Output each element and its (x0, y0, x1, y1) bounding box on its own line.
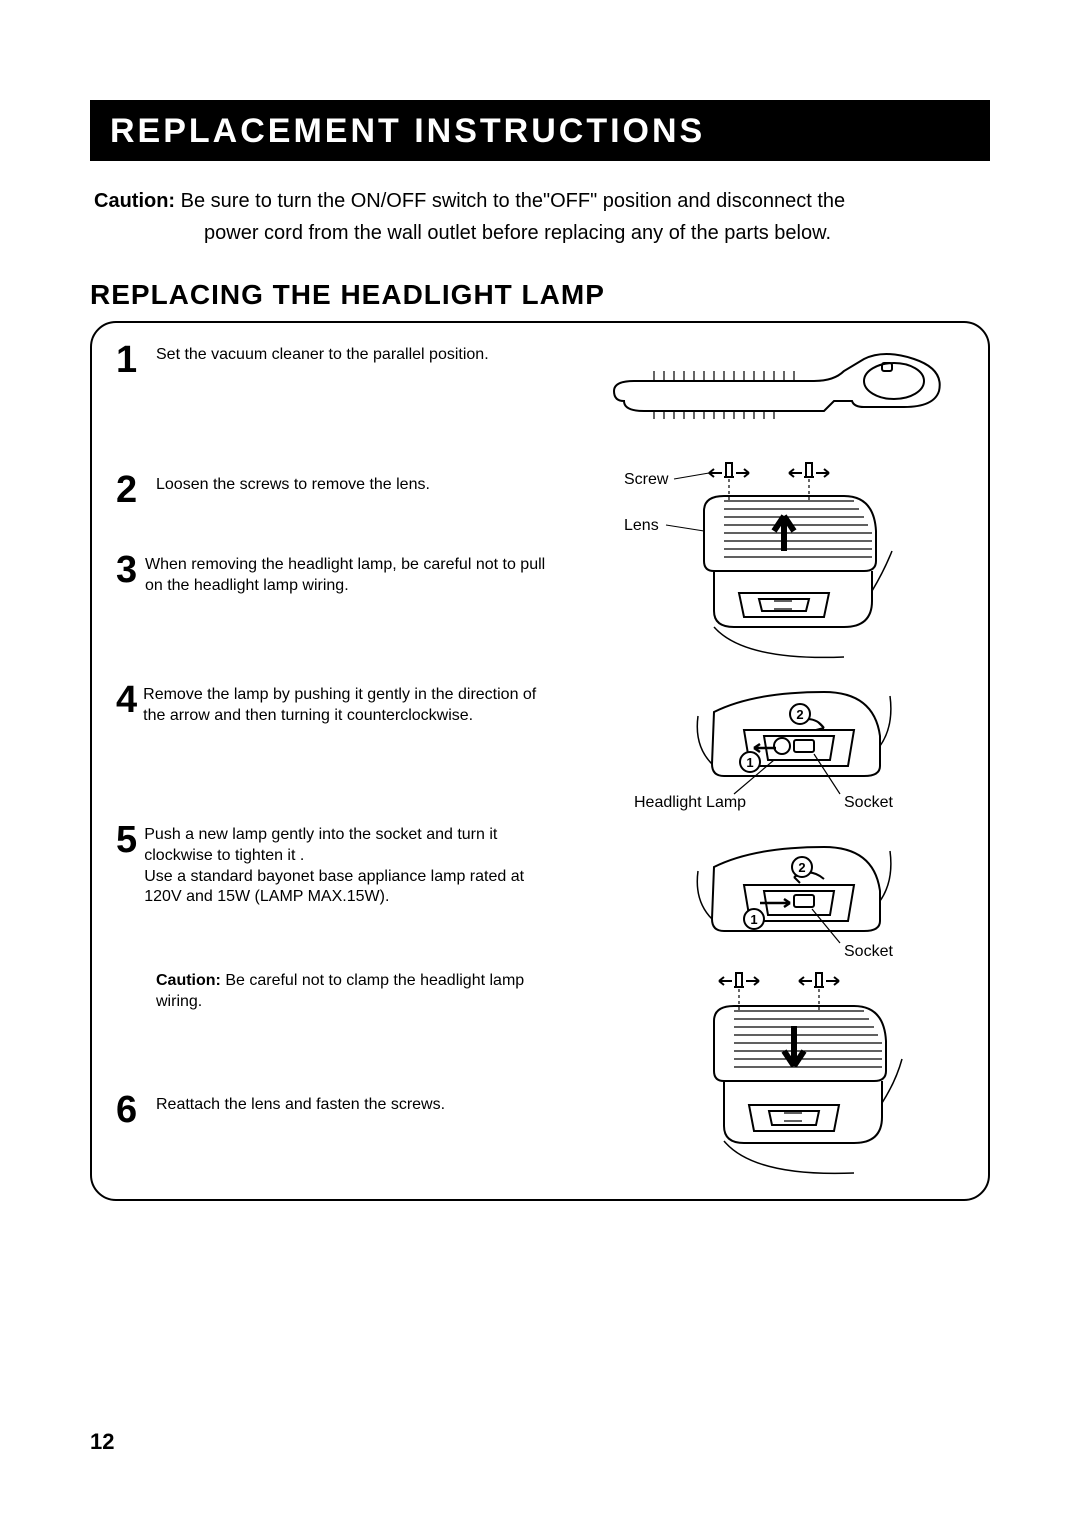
step-text: Push a new lamp gently into the socket a… (144, 821, 556, 908)
step-number: 4 (116, 681, 137, 719)
circled-2: 2 (796, 707, 803, 722)
circled-2: 2 (798, 860, 805, 875)
vacuum-icon (604, 341, 964, 431)
label-socket: Socket (844, 794, 893, 812)
label-screw: Screw (624, 471, 668, 489)
instruction-panel: 1 Set the vacuum cleaner to the parallel… (90, 321, 990, 1201)
inline-caution: Caution: Be careful not to clamp the hea… (156, 971, 536, 1013)
step-number: 1 (116, 341, 150, 379)
page-number: 12 (90, 1429, 114, 1455)
lens-reattach-icon (644, 971, 964, 1181)
step-number: 5 (116, 821, 138, 859)
step-number: 6 (116, 1091, 150, 1129)
step-5: 5 Push a new lamp gently into the socket… (116, 821, 556, 908)
figure-vacuum-side (604, 341, 964, 431)
top-caution: Caution: Be sure to turn the ON/OFF swit… (90, 185, 990, 249)
step-number: 3 (116, 551, 139, 589)
step-number: 2 (116, 471, 150, 509)
page-title-bar: REPLACEMENT INSTRUCTIONS (90, 100, 990, 161)
figure-lens-reattach (644, 971, 964, 1181)
step-4: 4 Remove the lamp by pushing it gently i… (116, 681, 556, 727)
manual-page: REPLACEMENT INSTRUCTIONS Caution: Be sur… (0, 0, 1080, 1525)
inline-caution-label: Caution: (156, 972, 221, 989)
circled-1: 1 (746, 755, 753, 770)
step-text: Loosen the screws to remove the lens. (156, 471, 430, 496)
page-title: REPLACEMENT INSTRUCTIONS (110, 112, 705, 150)
lamp-insert-icon: 1 2 (664, 831, 964, 971)
figure-lamp-remove: Headlight Lamp Socket (664, 676, 964, 816)
figure-lamp-insert: Socket (664, 831, 964, 971)
section-subtitle: REPLACING THE HEADLIGHT LAMP (90, 279, 990, 311)
lens-diagram-icon (624, 461, 964, 661)
caution-text-line2: power cord from the wall outlet before r… (204, 217, 990, 249)
step-1: 1 Set the vacuum cleaner to the parallel… (116, 341, 489, 379)
circled-1: 1 (750, 912, 757, 927)
step-text: Set the vacuum cleaner to the parallel p… (156, 341, 489, 366)
caution-text-line1: Be sure to turn the ON/OFF switch to the… (181, 190, 846, 212)
step-6: 6 Reattach the lens and fasten the screw… (116, 1091, 445, 1129)
step-text: When removing the headlight lamp, be car… (145, 551, 556, 597)
caution-label: Caution: (94, 190, 175, 212)
step-text: Reattach the lens and fasten the screws. (156, 1091, 445, 1116)
step-3: 3 When removing the headlight lamp, be c… (116, 551, 556, 597)
label-socket-2: Socket (844, 943, 893, 961)
label-headlight-lamp: Headlight Lamp (634, 794, 746, 812)
step-2: 2 Loosen the screws to remove the lens. (116, 471, 430, 509)
figure-lens-screws: Screw Lens (624, 461, 964, 661)
label-lens: Lens (624, 517, 659, 535)
step-text: Remove the lamp by pushing it gently in … (143, 681, 556, 727)
